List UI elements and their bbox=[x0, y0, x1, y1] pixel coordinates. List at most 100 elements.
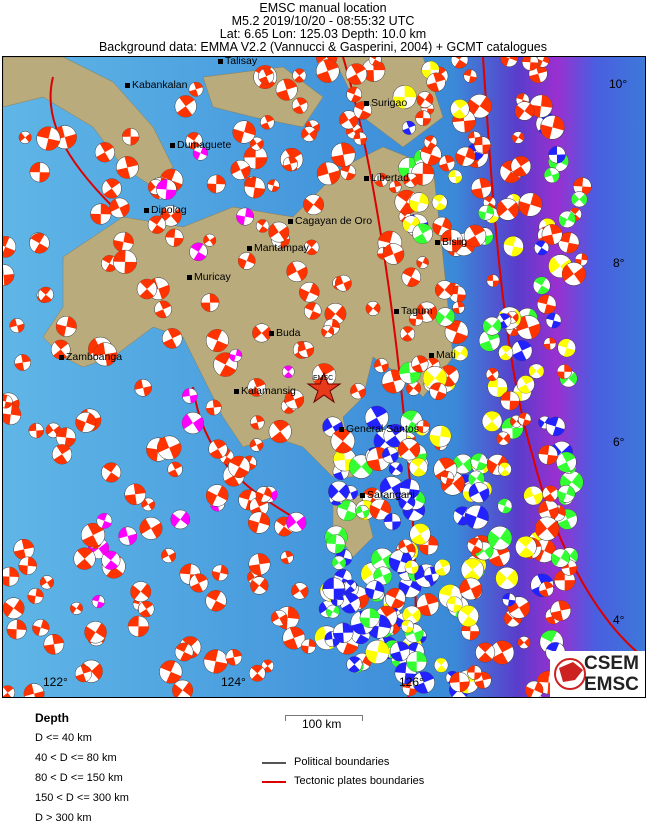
focal-mechanism bbox=[518, 192, 543, 217]
focal-mechanism bbox=[286, 512, 307, 533]
focal-mechanism bbox=[416, 419, 430, 434]
focal-mechanism bbox=[205, 329, 229, 353]
focal-mechanism bbox=[248, 664, 266, 682]
emsc-logo: CSEM EMSC bbox=[550, 651, 645, 697]
focal-mechanism bbox=[561, 262, 586, 286]
focal-mechanism bbox=[37, 286, 54, 303]
focal-mechanism bbox=[252, 323, 272, 343]
focal-mechanism bbox=[434, 559, 451, 576]
focal-mechanism bbox=[459, 577, 483, 601]
source-line: Background data: EMMA V2.2 (Vannucci & G… bbox=[98, 40, 548, 54]
longitude-label: 126° bbox=[399, 675, 424, 689]
seismicity-map[interactable]: EMSC Talisay Kabankalan Surigao Dumaguete Li… bbox=[2, 56, 646, 698]
focal-mechanism bbox=[156, 179, 177, 200]
city-label: Sarangani bbox=[360, 489, 415, 501]
focal-mechanism bbox=[3, 566, 20, 587]
focal-mechanism bbox=[470, 453, 488, 471]
focal-mechanism bbox=[154, 300, 172, 319]
focal-mechanism bbox=[32, 619, 50, 637]
focal-mechanism bbox=[370, 547, 394, 571]
focal-mechanism bbox=[301, 126, 317, 142]
focal-mechanism bbox=[523, 485, 544, 506]
focal-mechanism bbox=[118, 526, 138, 546]
focal-mechanism bbox=[557, 338, 576, 358]
focal-mechanism bbox=[511, 340, 533, 362]
focal-mechanism bbox=[181, 388, 198, 404]
focal-mechanism bbox=[339, 110, 359, 130]
focal-mechanism bbox=[517, 412, 532, 426]
city-label: Tagum bbox=[394, 305, 433, 317]
focal-mechanism bbox=[301, 638, 317, 654]
focal-mechanism bbox=[181, 411, 205, 435]
focal-mechanism bbox=[328, 480, 350, 502]
focal-mechanism bbox=[541, 224, 563, 245]
focal-mechanism bbox=[174, 642, 194, 662]
city-label: Kalamansig bbox=[234, 385, 296, 397]
focal-mechanism bbox=[249, 136, 264, 151]
focal-mechanism bbox=[426, 72, 446, 92]
focal-mechanism bbox=[330, 428, 356, 454]
latitude-label: 6° bbox=[613, 435, 625, 449]
focal-mechanism bbox=[205, 590, 227, 612]
focal-mechanism bbox=[268, 221, 290, 243]
focal-mechanism bbox=[485, 367, 500, 382]
focal-mechanism bbox=[431, 194, 448, 211]
city-label: Talisay bbox=[218, 57, 257, 67]
scale-bar bbox=[285, 715, 363, 721]
depth-legend-title: Depth bbox=[35, 711, 69, 725]
depth-class-label: 150 < D <= 300 km bbox=[35, 792, 129, 804]
focal-mechanism bbox=[113, 249, 138, 274]
focal-mechanism bbox=[500, 57, 519, 68]
depth-class-label: 40 < D <= 80 km bbox=[35, 752, 117, 764]
focal-mechanism bbox=[398, 538, 414, 554]
focal-mechanism bbox=[435, 307, 455, 327]
focal-mechanism bbox=[385, 587, 406, 609]
city-label: Kabankalan bbox=[125, 79, 187, 91]
city-label: Libertad bbox=[364, 172, 409, 184]
latitude-label: 10° bbox=[609, 77, 628, 91]
focal-mechanism bbox=[538, 445, 558, 465]
focal-mechanism bbox=[383, 513, 401, 531]
focal-mechanism bbox=[189, 242, 208, 262]
depth-class-label: 80 < D <= 150 km bbox=[35, 772, 123, 784]
focal-mechanism bbox=[248, 553, 271, 576]
event-line: M5.2 2019/10/20 - 08:55:32 UTC bbox=[231, 14, 415, 28]
focal-mechanism bbox=[121, 128, 140, 146]
focal-mechanism bbox=[55, 315, 77, 337]
focal-mechanism bbox=[9, 318, 25, 334]
focal-mechanism bbox=[388, 461, 403, 476]
focal-mechanism bbox=[545, 416, 566, 437]
focal-mechanism bbox=[461, 621, 480, 641]
focal-mechanism bbox=[291, 97, 309, 114]
focal-mechanism bbox=[51, 444, 73, 465]
focal-mechanism bbox=[440, 470, 455, 485]
focal-mechanism bbox=[281, 365, 295, 379]
focal-mechanism bbox=[271, 609, 288, 627]
focal-mechanism bbox=[478, 204, 494, 221]
focal-mechanism bbox=[332, 622, 354, 644]
focal-mechanism bbox=[316, 161, 341, 186]
focal-mechanism bbox=[528, 363, 545, 379]
focal-mechanism bbox=[260, 115, 275, 130]
focal-mechanism bbox=[90, 203, 112, 225]
focal-mechanism bbox=[545, 312, 562, 329]
focal-mechanism bbox=[369, 498, 391, 521]
focal-mechanism bbox=[487, 525, 513, 551]
focal-mechanism bbox=[433, 657, 449, 673]
focal-mechanism bbox=[534, 516, 560, 541]
focal-mechanism bbox=[401, 267, 421, 287]
focal-mechanism bbox=[482, 316, 502, 336]
focal-mechanism bbox=[452, 301, 465, 314]
focal-mechanism bbox=[429, 425, 452, 448]
focal-mechanism bbox=[487, 377, 508, 398]
focal-mechanism bbox=[147, 215, 166, 234]
focal-mechanism bbox=[70, 601, 83, 615]
longitude-label: 122° bbox=[43, 675, 68, 689]
focal-mechanism bbox=[556, 451, 577, 473]
focal-mechanism bbox=[416, 91, 434, 108]
focal-mechanism bbox=[205, 399, 222, 416]
focal-mechanism bbox=[542, 485, 559, 502]
political-line-swatch bbox=[262, 762, 286, 764]
focal-mechanism bbox=[571, 191, 588, 208]
focal-mechanism bbox=[167, 461, 183, 478]
